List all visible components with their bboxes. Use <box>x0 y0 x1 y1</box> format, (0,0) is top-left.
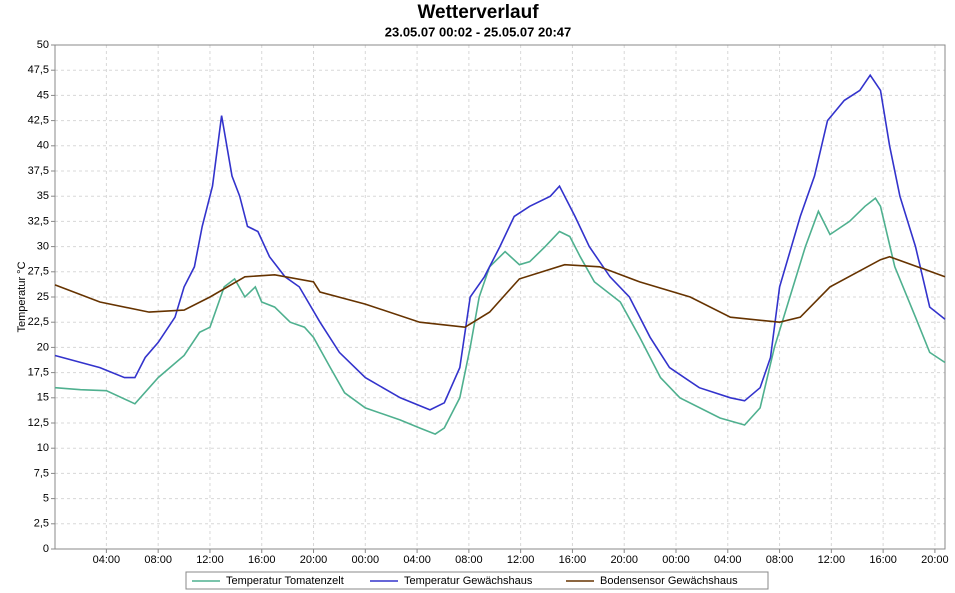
plot-frame <box>54 44 946 550</box>
x-tick-label: 12:00 <box>507 554 535 566</box>
chart-title: Wetterverlauf <box>417 2 539 23</box>
legend-label: Temperatur Gewächshaus <box>404 575 533 587</box>
x-tick-label: 20:00 <box>610 554 638 566</box>
x-tick-label: 16:00 <box>869 554 897 566</box>
y-tick-label: 42,5 <box>28 115 49 127</box>
y-tick-label: 0 <box>43 543 49 555</box>
y-tick-label: 5 <box>43 493 49 505</box>
y-tick-label: 32,5 <box>28 215 49 227</box>
x-tick-label: 08:00 <box>766 554 794 566</box>
y-tick-label: 25 <box>37 291 49 303</box>
y-tick-label: 7,5 <box>34 467 49 479</box>
x-tick-label: 20:00 <box>300 554 328 566</box>
x-tick-label: 20:00 <box>921 554 949 566</box>
y-tick-label: 10 <box>37 442 49 454</box>
series-line <box>54 73 946 411</box>
y-tick-label: 2,5 <box>34 518 49 530</box>
y-tick-label: 30 <box>37 241 49 253</box>
y-tick-label: 45 <box>37 89 49 101</box>
y-tick-label: 20 <box>37 341 49 353</box>
series-line <box>54 255 946 329</box>
x-tick-label: 08:00 <box>144 554 172 566</box>
y-axis-label: Temperatur °C <box>16 261 28 332</box>
y-tick-label: 15 <box>37 392 49 404</box>
x-tick-label: 16:00 <box>559 554 587 566</box>
y-tick-label: 22,5 <box>28 316 49 328</box>
y-tick-label: 40 <box>37 140 49 152</box>
x-tick-label: 12:00 <box>196 554 224 566</box>
series-line <box>54 197 946 435</box>
y-tick-label: 50 <box>37 39 49 51</box>
x-tick-label: 16:00 <box>248 554 276 566</box>
x-tick-label: 12:00 <box>818 554 846 566</box>
x-tick-label: 00:00 <box>352 554 380 566</box>
y-tick-label: 17,5 <box>28 367 49 379</box>
y-tick-label: 35 <box>37 190 49 202</box>
x-tick-label: 00:00 <box>662 554 690 566</box>
chart-subtitle: 23.05.07 00:02 - 25.05.07 20:47 <box>385 24 571 39</box>
legend-box <box>185 571 769 590</box>
y-tick-label: 27,5 <box>28 266 49 278</box>
x-tick-label: 04:00 <box>93 554 121 566</box>
y-tick-label: 37,5 <box>28 165 49 177</box>
x-tick-label: 04:00 <box>403 554 431 566</box>
x-tick-label: 04:00 <box>714 554 742 566</box>
y-tick-label: 12,5 <box>28 417 49 429</box>
y-tick-label: 47,5 <box>28 64 49 76</box>
legend-label: Temperatur Tomatenzelt <box>226 575 344 587</box>
x-tick-label: 08:00 <box>455 554 483 566</box>
legend-label: Bodensensor Gewächshaus <box>600 575 738 587</box>
